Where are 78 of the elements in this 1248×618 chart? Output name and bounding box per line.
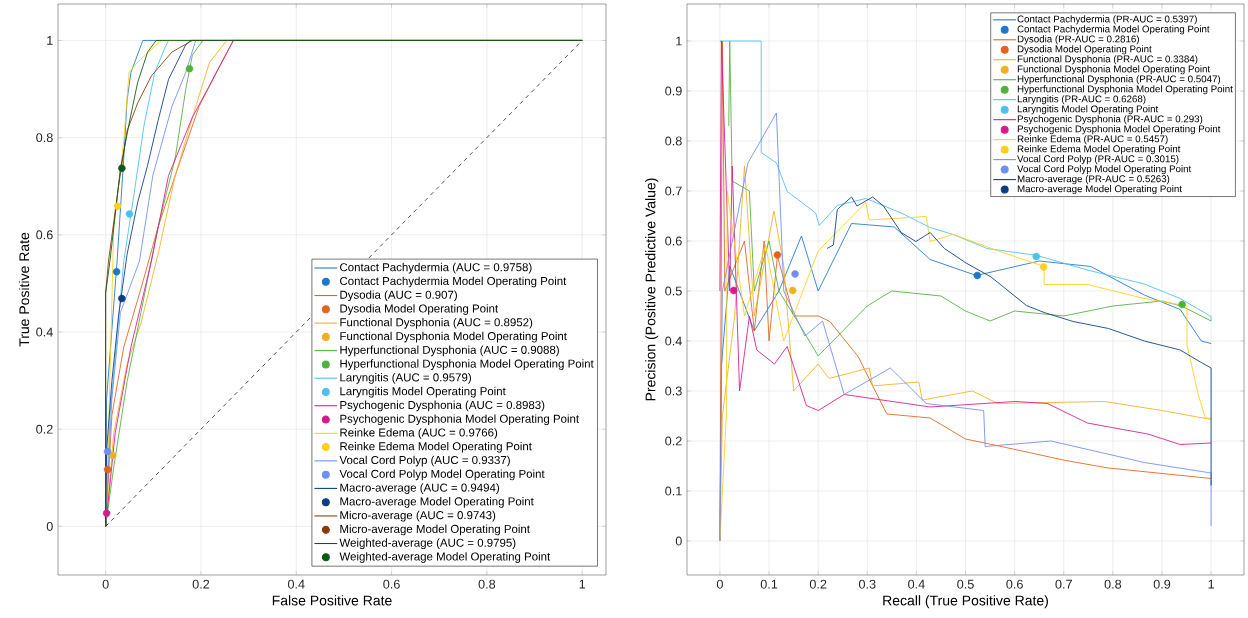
legend-label: Laryngitis Model Operating Point: [1017, 105, 1159, 115]
y-axis-title: True Positive Rate: [18, 232, 30, 347]
y-tick-label: 0.9: [665, 86, 682, 96]
legend-label: Contact Pachydermia (PR-AUC = 0.5397): [1017, 15, 1197, 25]
legend-label: Functional Dysphonia Model Operating Point: [1017, 65, 1211, 75]
x-tick-label: 0.3: [858, 579, 876, 589]
y-tick-label: 0: [675, 536, 682, 546]
y-tick-label: 1: [676, 36, 682, 46]
legend-label: Hyperfunctional Dysphonia Model Operating Point: [340, 359, 594, 370]
legend-label: Psychogenic Dysphonia Model Operating Point: [340, 414, 579, 426]
legend-label: Dysodia (PR-AUC = 0.2816): [1017, 35, 1139, 45]
y-tick-label: 0.6: [36, 230, 53, 240]
legend-label: Vocal Cord Polyp Model Operating Point: [1017, 165, 1192, 175]
x-tick-label: 0.8: [478, 579, 496, 589]
y-tick-label: 0.1: [665, 486, 682, 496]
legend-label: Psychogenic Dysphonia Model Operating Point: [1017, 125, 1221, 135]
legend-label: Dysodia (AUC = 0.907): [340, 290, 457, 302]
legend-label: Laryngitis Model Operating Point: [340, 386, 506, 398]
legend-label: Dysodia Model Operating Point: [1017, 45, 1152, 55]
legend-label: Dysodia Model Operating Point: [340, 304, 499, 315]
legend-label: Functional Dysphonia (PR-AUC = 0.3384): [1017, 55, 1198, 65]
x-tick-label: 0.4: [287, 579, 305, 589]
legend-label: Reinke Edema Model Operating Point: [340, 441, 532, 453]
legend-label: Micro-average Model Operating Point: [340, 524, 530, 536]
legend-label: Vocal Cord Polyp Model Operating Point: [339, 469, 545, 481]
x-axis-title: Recall (True Positive Rate): [883, 595, 1048, 609]
legend-label: Macro-average Model Operating Point: [340, 497, 534, 508]
legend-label: Contact Pachydermia Model Operating Point: [340, 276, 567, 288]
x-tick-label: 0.7: [1055, 579, 1072, 589]
x-tick-label: 0.9: [1153, 579, 1171, 589]
legend-label: Hyperfunctional Dysphonia (AUC = 0.9088): [340, 345, 559, 357]
legend-label: Weighted-average (AUC = 0.9795): [339, 538, 516, 550]
y-tick-label: 0.4: [36, 327, 53, 337]
y-tick-label: 0.6: [665, 236, 682, 246]
legend-label: Reinke Edema (PR-AUC = 0.5457): [1017, 135, 1168, 145]
legend-label: Macro-average (PR-AUC = 0.5263): [1017, 175, 1170, 185]
x-axis-title: False Positive Rate: [272, 595, 392, 606]
y-tick-label: 1: [47, 36, 53, 45]
legend-label: Laryngitis (PR-AUC = 0.6268): [1017, 95, 1146, 105]
y-axis-title: Precision (Positive Predictive Value): [645, 178, 659, 401]
legend-label: Contact Pachydermia (AUC = 0.9758): [340, 262, 532, 274]
legend-label: Laryngitis (AUC = 0.9579): [340, 373, 471, 384]
x-tick-label: 0.5: [957, 579, 974, 589]
x-tick-label: 0.6: [1006, 579, 1023, 589]
x-tick-label: 0.4: [908, 579, 925, 589]
x-tick-label: 0.2: [809, 579, 827, 589]
x-tick-label: 0.2: [192, 579, 210, 589]
x-tick-label: 0.1: [760, 579, 778, 589]
legend-label: Functional Dysphonia Model Operating Point: [340, 331, 567, 343]
legend-label: Functional Dysphonia (AUC = 0.8952): [340, 317, 533, 329]
legend-label: Macro-average Model Operating Point: [1017, 185, 1182, 195]
legend-label: Vocal Cord Polyp (AUC = 0.9337): [339, 455, 510, 467]
y-tick-label: 0.8: [665, 136, 682, 146]
legend-label: Hyperfunctional Dysphonia (PR-AUC = 0.5047): [1017, 75, 1221, 85]
legend-label: Reinke Edema Model Operating Point: [1017, 145, 1181, 155]
legend-label: Reinke Edema (AUC = 0.9766): [340, 428, 498, 439]
legend-label: Psychogenic Dysphonia (AUC = 0.8983): [340, 400, 545, 412]
y-tick-label: 0.5: [665, 286, 682, 296]
x-tick-label: 0: [102, 579, 109, 589]
x-tick-label: 0.8: [1104, 579, 1122, 589]
y-tick-label: 0.8: [36, 133, 53, 143]
x-tick-label: 0.6: [383, 579, 400, 589]
x-tick-label: 1: [1208, 579, 1214, 589]
legend-label: Psychogenic Dysphonia (PR-AUC = 0.293): [1017, 115, 1203, 125]
y-tick-label: 0.2: [36, 424, 53, 434]
legend-label: Micro-average (AUC = 0.9743): [340, 510, 496, 522]
x-tick-label: 0: [716, 579, 723, 589]
y-tick-label: 0.7: [665, 186, 682, 196]
y-tick-label: 0: [46, 521, 53, 531]
y-tick-label: 0.2: [665, 436, 682, 446]
legend-label: Weighted-average Model Operating Point: [339, 552, 551, 563]
legend-label: Macro-average (AUC = 0.9494): [340, 483, 500, 494]
legend-label: Vocal Cord Polyp (PR-AUC = 0.3015): [1017, 155, 1179, 165]
y-tick-label: 0.3: [665, 386, 682, 396]
legend-label: Hyperfunctional Dysphonia Model Operating Point: [1017, 85, 1233, 95]
y-tick-label: 0.4: [665, 336, 682, 346]
legend-label: Contact Pachydermia Model Operating Point: [1017, 25, 1210, 35]
x-tick-label: 1: [579, 579, 586, 589]
